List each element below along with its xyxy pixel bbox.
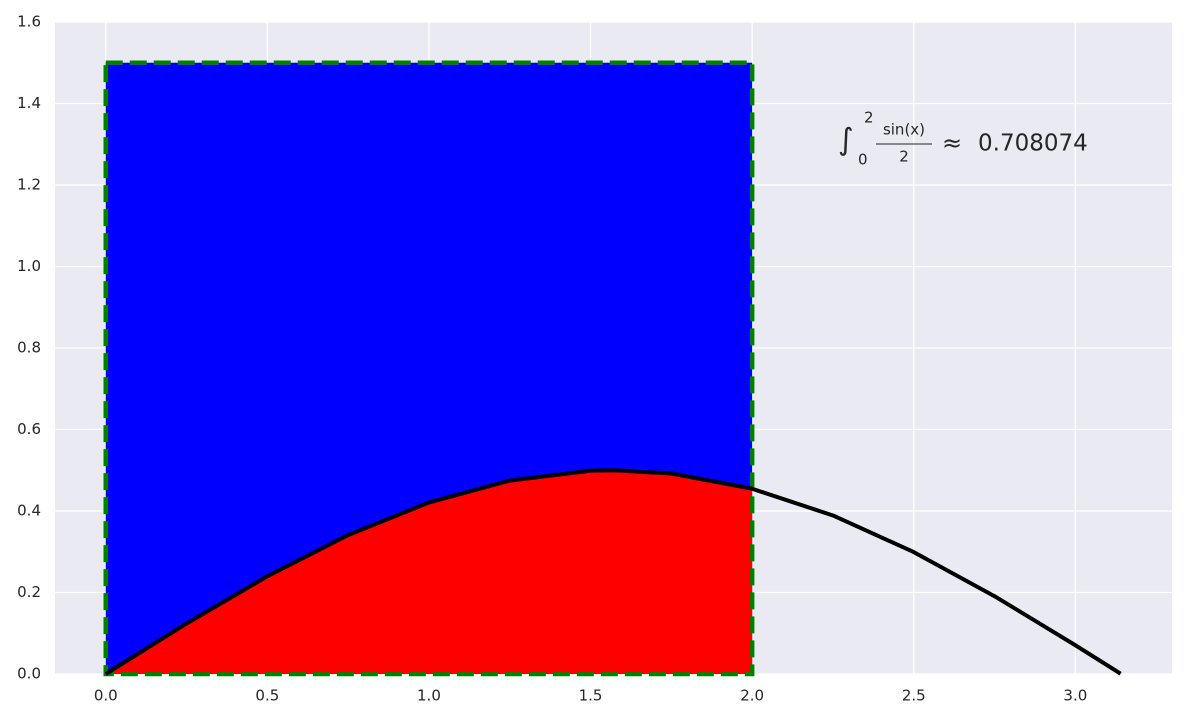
- y-tick-label: 1.4: [17, 94, 41, 112]
- rectangle-edge: [103, 60, 755, 677]
- x-tick-label: 2.5: [902, 687, 926, 705]
- fraction-numerator: sin(x): [883, 121, 925, 139]
- y-tick-label: 0.6: [17, 420, 41, 438]
- x-tick-label: 1.5: [579, 687, 603, 705]
- y-tick-label: 0.8: [17, 339, 41, 357]
- integral-upper: 2: [864, 109, 874, 127]
- integral-sign: ∫: [838, 123, 854, 158]
- x-tick-label: 2.0: [740, 687, 764, 705]
- line: [104, 468, 1122, 676]
- fill-area: [105, 470, 753, 674]
- y-tick-label: 1.2: [17, 176, 41, 194]
- y-tick-label: 0.2: [17, 583, 41, 601]
- x-tick-label: 0.0: [94, 687, 118, 705]
- fraction-denominator: 2: [899, 148, 909, 166]
- annotation: ∫ 2 0 sin(x) 2 ≈ 0.708074: [838, 109, 1088, 169]
- y-tick-label: 0.4: [17, 502, 41, 520]
- y-tick-label: 1.0: [17, 257, 41, 275]
- x-tick-label: 1.0: [417, 687, 441, 705]
- y-tick-label: 1.6: [17, 13, 41, 31]
- x-tick-label: 3.0: [1063, 687, 1087, 705]
- y-tick-label: 0.0: [17, 665, 41, 683]
- x-tick-label: 0.5: [255, 687, 279, 705]
- annotation-value: 0.708074: [978, 131, 1088, 157]
- approx-sign: ≈: [942, 129, 962, 157]
- integral-lower: 0: [858, 151, 868, 169]
